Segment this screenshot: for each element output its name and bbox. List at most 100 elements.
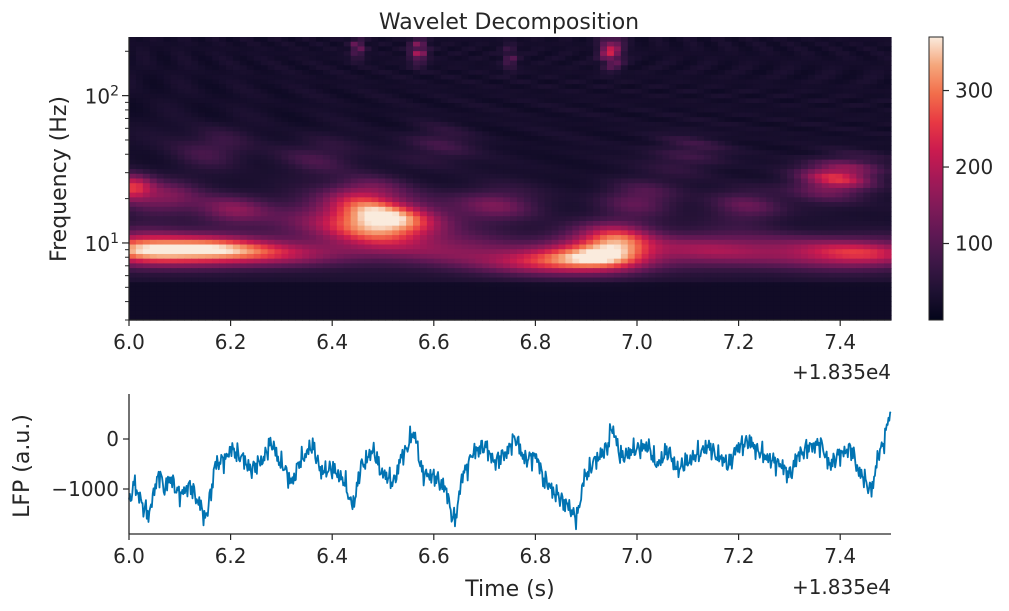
heatmap-cell [129, 211, 137, 217]
heatmap-cell [593, 88, 601, 95]
heatmap-cell [565, 159, 573, 165]
heatmap-cell [648, 46, 657, 52]
heatmap-cell [316, 220, 324, 227]
heatmap-cell [530, 211, 539, 217]
heatmap-cell [447, 169, 456, 175]
heatmap-cell [385, 41, 393, 48]
heatmap-cell [648, 178, 657, 184]
heatmap-cell [156, 79, 165, 85]
heatmap-cell [593, 112, 601, 118]
heatmap-cell [551, 121, 560, 128]
heatmap-cell [170, 244, 179, 250]
heatmap-cell [863, 37, 871, 43]
heatmap-cell [773, 46, 781, 52]
heatmap-cell [565, 187, 573, 194]
heatmap-cell [288, 145, 296, 151]
heatmap-cell [579, 187, 587, 194]
heatmap-cell [281, 98, 289, 104]
heatmap-cell [295, 140, 303, 147]
heatmap-cell [295, 107, 303, 114]
heatmap-cell [392, 225, 400, 231]
heatmap-cell [371, 230, 379, 236]
heatmap-cell [177, 192, 186, 198]
heatmap-cell [433, 220, 442, 227]
heatmap-cell [662, 103, 670, 109]
heatmap-cell [731, 98, 740, 104]
heatmap-cell [503, 154, 511, 161]
heatmap-cell [821, 187, 830, 194]
heatmap-cell [856, 60, 864, 66]
heatmap-cell [329, 197, 338, 203]
heatmap-cell [225, 216, 234, 222]
heatmap-cell [787, 244, 795, 250]
heatmap-cell [821, 126, 830, 132]
heatmap-cell [586, 187, 594, 194]
heatmap-cell [142, 65, 151, 71]
heatmap-cell [849, 211, 857, 217]
heatmap-cell [849, 173, 857, 180]
heatmap-cell [530, 239, 539, 246]
heatmap-cell [655, 192, 663, 198]
heatmap-cell [454, 183, 463, 189]
heatmap-cell [620, 79, 629, 85]
heatmap-cell [669, 192, 677, 198]
heatmap-cell [516, 112, 525, 118]
heatmap-cell [461, 121, 470, 128]
heatmap-cell [350, 140, 359, 147]
heatmap-cell [357, 46, 366, 52]
heatmap-cell [690, 103, 698, 109]
heatmap-cell [773, 206, 781, 213]
heatmap-cell [572, 51, 580, 57]
heatmap-cell [773, 183, 781, 189]
heatmap-cell [828, 88, 837, 95]
heatmap-cell [198, 70, 206, 76]
heatmap-cell [399, 37, 407, 43]
heatmap-cell [510, 70, 518, 76]
heatmap-cell [662, 112, 670, 118]
heatmap-cell [419, 121, 428, 128]
heatmap-cell [600, 84, 608, 90]
heatmap-cell [565, 117, 573, 123]
heatmap-cell [752, 159, 760, 165]
heatmap-cell [246, 239, 255, 246]
heatmap-cell [322, 74, 331, 81]
heatmap-cell [406, 79, 414, 85]
heatmap-cell [316, 235, 324, 241]
heatmap-cell [794, 88, 802, 95]
heatmap-cell [745, 103, 754, 109]
heatmap-cell [288, 107, 296, 114]
heatmap-cell [503, 46, 511, 52]
heatmap-cell [267, 70, 276, 76]
heatmap-cell [794, 121, 802, 128]
heatmap-cell [773, 117, 781, 123]
heatmap-cell [406, 178, 414, 184]
heatmap-cell [184, 197, 192, 203]
heatmap-cell [496, 235, 504, 241]
heatmap-cell [378, 131, 386, 137]
heatmap-cell [461, 46, 470, 52]
heatmap-cell [413, 173, 421, 180]
heatmap-cell [468, 173, 476, 180]
heatmap-cell [309, 178, 317, 184]
heatmap-cell [336, 197, 345, 203]
heatmap-cell [260, 93, 269, 99]
heatmap-cell [558, 159, 567, 165]
heatmap-cell [440, 150, 449, 156]
heatmap-cell [225, 187, 234, 194]
heatmap-cell [440, 197, 449, 203]
heatmap-cell [419, 126, 428, 132]
heatmap-cell [537, 225, 546, 231]
heatmap-cell [710, 55, 719, 62]
heatmap-cell [766, 225, 774, 231]
heatmap-cell [593, 84, 601, 90]
heatmap-cell [558, 183, 567, 189]
heatmap-cell [129, 112, 137, 118]
heatmap-cell [877, 244, 885, 250]
heatmap-cell [426, 79, 435, 85]
heatmap-cell [260, 249, 269, 255]
heatmap-cell [336, 239, 345, 246]
heatmap-cell [399, 192, 407, 198]
heatmap-cell [669, 169, 677, 175]
heatmap-cell [433, 70, 442, 76]
heatmap-cell [399, 107, 407, 114]
